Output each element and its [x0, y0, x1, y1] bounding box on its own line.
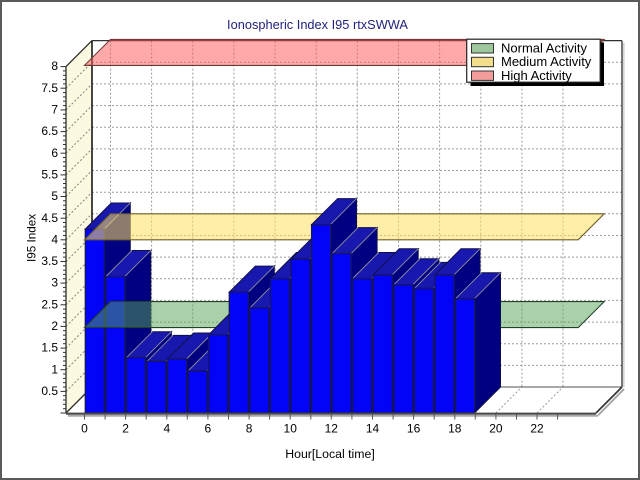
svg-text:Normal Activity: Normal Activity	[501, 41, 587, 56]
svg-text:7: 7	[51, 103, 58, 117]
svg-text:2.5: 2.5	[41, 297, 58, 311]
svg-text:18: 18	[448, 422, 462, 436]
svg-text:4.5: 4.5	[41, 211, 58, 225]
svg-text:1: 1	[51, 362, 58, 376]
svg-text:8: 8	[246, 422, 253, 436]
svg-text:14: 14	[366, 422, 380, 436]
svg-text:3: 3	[51, 276, 58, 290]
svg-text:6.5: 6.5	[41, 124, 58, 138]
svg-text:Medium Activity: Medium Activity	[501, 54, 592, 69]
svg-text:4: 4	[51, 232, 58, 246]
svg-text:I95 Index: I95 Index	[26, 214, 39, 262]
svg-text:12: 12	[325, 422, 339, 436]
svg-text:16: 16	[407, 422, 421, 436]
svg-text:5: 5	[51, 189, 58, 203]
svg-text:6: 6	[51, 146, 58, 160]
svg-text:10: 10	[284, 422, 298, 436]
svg-text:Hour[Local time]: Hour[Local time]	[285, 447, 375, 461]
svg-text:0.5: 0.5	[41, 384, 58, 398]
svg-text:7.5: 7.5	[41, 81, 58, 95]
svg-text:High Activity: High Activity	[501, 68, 572, 83]
svg-text:6: 6	[205, 422, 212, 436]
svg-text:0: 0	[81, 422, 88, 436]
svg-text:1.5: 1.5	[41, 341, 58, 355]
svg-text:20: 20	[489, 422, 503, 436]
svg-text:2: 2	[122, 422, 129, 436]
svg-text:8: 8	[51, 59, 58, 73]
svg-text:Ionospheric Index I95 rtxSWWA: Ionospheric Index I95 rtxSWWA	[227, 17, 408, 32]
svg-text:22: 22	[530, 422, 544, 436]
svg-text:5.5: 5.5	[41, 168, 58, 182]
svg-text:4: 4	[163, 422, 170, 436]
svg-text:3.5: 3.5	[41, 254, 58, 268]
svg-text:2: 2	[51, 319, 58, 333]
